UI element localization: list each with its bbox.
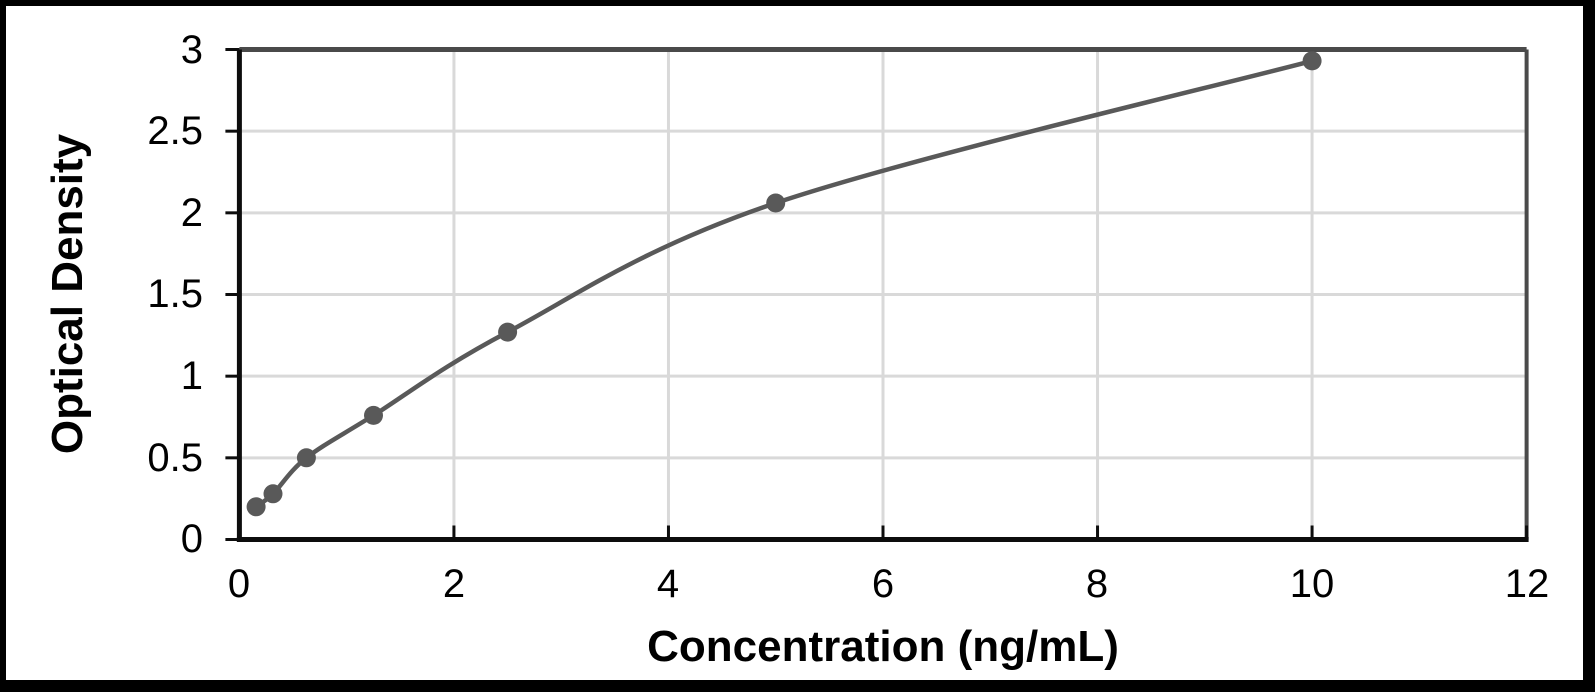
y-axis-title: Optical Density bbox=[43, 133, 92, 455]
data-point bbox=[296, 448, 316, 468]
x-tick-label: 2 bbox=[442, 562, 466, 606]
y-tick-label: 1 bbox=[180, 354, 203, 398]
x-tick-label: 12 bbox=[1504, 562, 1550, 606]
y-tick-label: 0.5 bbox=[147, 436, 203, 480]
data-point bbox=[246, 497, 266, 517]
y-tick-label: 1.5 bbox=[147, 272, 203, 316]
x-tick-label: 6 bbox=[871, 562, 895, 606]
chart-canvas bbox=[225, 47, 1529, 542]
data-point bbox=[766, 193, 786, 213]
standard-curve-chart: 0 0.5 1 1.5 2 2.5 3 0 2 4 6 8 10 12 Conc… bbox=[6, 6, 1595, 698]
y-tick-label: 2 bbox=[180, 191, 203, 235]
data-point bbox=[1302, 51, 1322, 71]
x-tick-label: 10 bbox=[1289, 562, 1335, 606]
x-tick-label: 0 bbox=[227, 562, 251, 606]
y-tick-label: 0 bbox=[180, 517, 203, 561]
data-point bbox=[263, 484, 283, 504]
curve-line bbox=[253, 58, 1315, 510]
x-tick-label: 4 bbox=[656, 562, 680, 606]
x-axis-title: Concentration (ng/mL) bbox=[647, 622, 1119, 671]
data-point bbox=[364, 405, 383, 425]
data-point bbox=[498, 322, 518, 342]
y-tick-label: 2.5 bbox=[147, 109, 203, 153]
y-tick-label: 3 bbox=[180, 28, 203, 72]
x-tick-label: 8 bbox=[1085, 562, 1109, 606]
